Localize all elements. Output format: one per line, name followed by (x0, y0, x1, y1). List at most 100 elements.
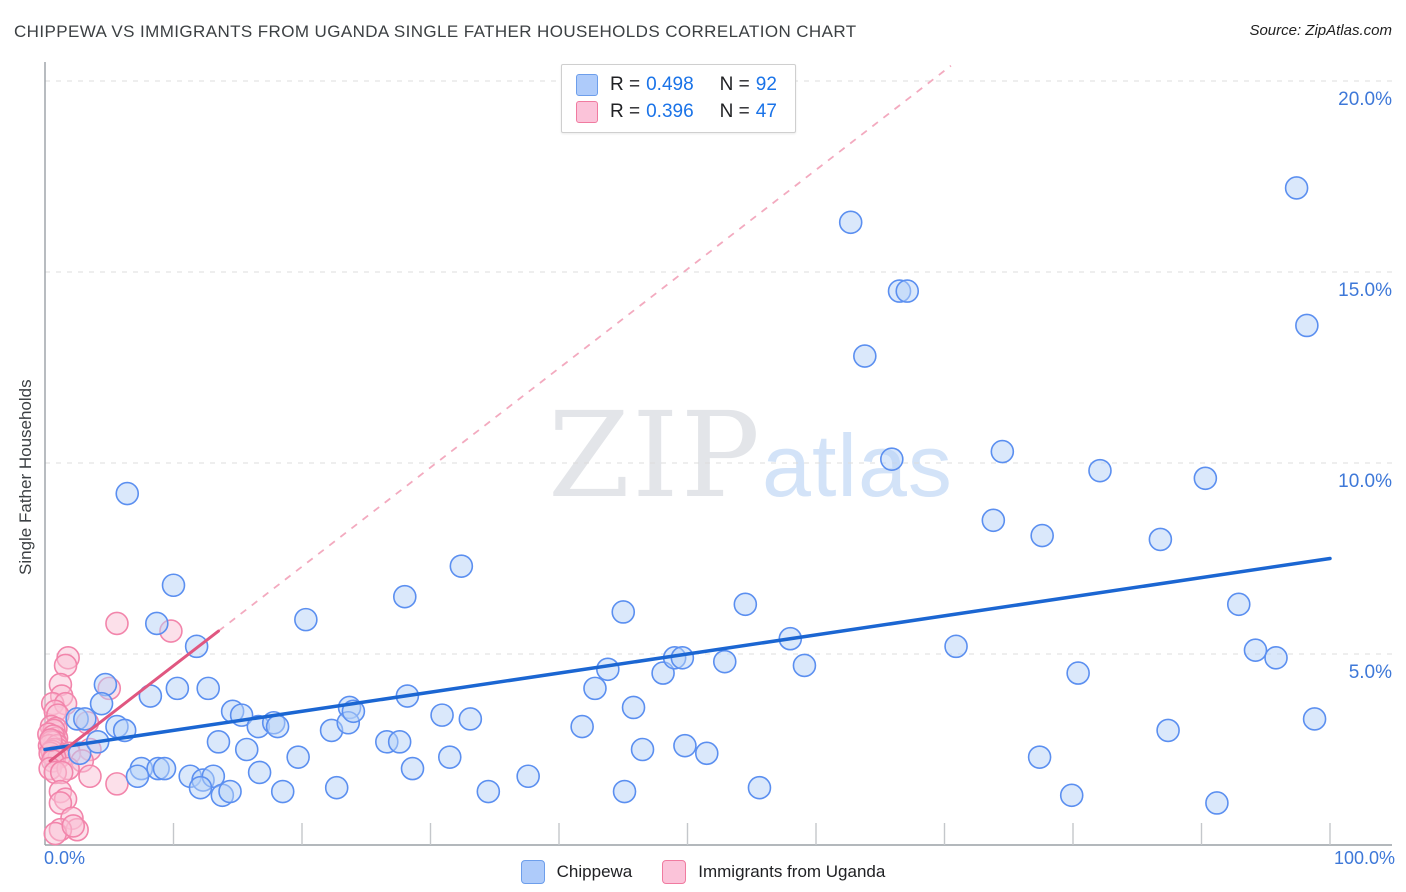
scatter-point-chippewa (265, 714, 290, 739)
scatter-point-immigrants-from-uganda (105, 772, 129, 796)
scatter-point-chippewa (392, 584, 417, 609)
scatter-point-immigrants-from-uganda (38, 728, 63, 752)
scatter-point-chippewa (630, 737, 655, 762)
correlation-legend-box: R = 0.498 N = 92 R = 0.396 N = 47 (561, 64, 796, 133)
scatter-point-chippewa (196, 676, 220, 701)
scatter-point-chippewa (1284, 176, 1309, 200)
scatter-point-chippewa (73, 707, 97, 731)
scatter-point-chippewa (712, 649, 737, 674)
scatter-point-immigrants-from-uganda (61, 814, 86, 838)
scatter-point-chippewa (612, 779, 637, 804)
scatter-point-chippewa (458, 707, 483, 731)
scatter-point-chippewa (286, 745, 310, 769)
scatter-point-chippewa (400, 756, 425, 781)
scatter-point-chippewa (218, 779, 242, 804)
series-legend: Chippewa Immigrants from Uganda (0, 860, 1406, 884)
r-value: 0.498 (646, 74, 694, 95)
legend-item-chippewa: Chippewa (520, 860, 633, 884)
n-value: 92 (755, 74, 777, 95)
trend-line (48, 629, 220, 763)
scatter-point-chippewa (270, 779, 295, 804)
scatter-point-chippewa (476, 779, 501, 804)
scatter-point-chippewa (1193, 466, 1218, 491)
scatter-point-chippewa (1226, 592, 1251, 617)
scatter-point-chippewa (1156, 718, 1180, 743)
scatter-point-chippewa (1302, 707, 1327, 731)
scatter-point-chippewa (387, 730, 412, 754)
scatter-point-chippewa (516, 764, 540, 789)
trend-line-dashed (217, 65, 952, 632)
scatter-point-chippewa (670, 646, 695, 670)
scatter-point-chippewa (430, 703, 454, 727)
scatter-point-immigrants-from-uganda (105, 611, 129, 636)
scatter-point-chippewa (437, 745, 462, 769)
scatter-point-chippewa (1264, 646, 1288, 670)
scatter-point-immigrants-from-uganda (78, 764, 102, 789)
scatter-point-chippewa (694, 741, 719, 766)
zipatlas-watermark: ZIP atlas (548, 386, 953, 524)
scatter-point-chippewa (449, 554, 474, 578)
scatter-point-chippewa (1205, 791, 1229, 815)
scatter-point-chippewa (89, 691, 114, 716)
scatter-point-chippewa (1148, 527, 1173, 552)
page-title: CHIPPEWA VS IMMIGRANTS FROM UGANDA SINGL… (14, 22, 857, 41)
scatter-point-chippewa (152, 756, 177, 781)
source-label: Source: ZipAtlas.com (1249, 22, 1392, 39)
y-tick-label: 5.0% (1349, 662, 1392, 683)
scatter-point-chippewa (1295, 313, 1319, 338)
trend-line (43, 556, 1332, 752)
scatter-point-chippewa (747, 775, 772, 800)
scatter-point-chippewa (838, 210, 863, 235)
scatter-point-chippewa (1027, 745, 1052, 769)
scatter-point-chippewa (596, 657, 620, 682)
chippewa-swatch-icon (576, 74, 598, 96)
r-label: R = (610, 101, 641, 122)
scatter-point-chippewa (247, 760, 272, 785)
uganda-legend-swatch-icon (662, 860, 687, 884)
scatter-point-chippewa (570, 714, 594, 739)
scatter-point-chippewa (115, 481, 140, 506)
scatter-point-chippewa (144, 611, 169, 636)
scatter-point-chippewa (234, 737, 259, 762)
y-tick-label: 10.0% (1338, 471, 1392, 492)
scatter-point-chippewa (188, 775, 213, 800)
scatter-point-chippewa (161, 573, 186, 598)
scatter-point-chippewa (125, 764, 150, 789)
r-label: R = (610, 74, 641, 95)
scatter-point-chippewa (1088, 458, 1112, 483)
scatter-point-chippewa (324, 775, 349, 800)
scatter-point-chippewa (294, 607, 318, 632)
r-value: 0.396 (646, 101, 694, 122)
scatter-point-chippewa (621, 695, 646, 720)
watermark-zip-text: ZIP (548, 386, 762, 524)
scatter-point-chippewa (1030, 523, 1054, 548)
scatter-point-chippewa (880, 447, 904, 471)
scatter-point-chippewa (673, 733, 697, 758)
watermark-atlas-text: atlas (762, 416, 953, 515)
scatter-point-chippewa (93, 672, 118, 697)
legend-item-label: Chippewa (556, 862, 633, 881)
x-axis-min-label: 0.0% (44, 848, 86, 868)
legend-item-label: Immigrants from Uganda (698, 862, 886, 881)
legend-row-uganda: R = 0.396 N = 47 (576, 101, 777, 123)
scatter-point-chippewa (1243, 638, 1268, 662)
scatter-point-chippewa (1066, 661, 1090, 685)
legend-row-chippewa: R = 0.498 N = 92 (576, 74, 777, 96)
scatter-point-chippewa (944, 634, 968, 659)
scatter-point-chippewa (981, 508, 1006, 533)
n-label: N = (719, 74, 750, 95)
scatter-point-chippewa (990, 439, 1015, 464)
y-tick-label: 15.0% (1338, 280, 1392, 301)
scatter-point-chippewa (611, 600, 636, 624)
chippewa-legend-swatch-icon (520, 860, 545, 884)
legend-item-uganda: Immigrants from Uganda (662, 860, 885, 884)
scatter-point-chippewa (206, 730, 231, 754)
scatter-point-chippewa (792, 653, 817, 678)
scatter-point-chippewa (895, 279, 920, 303)
x-axis-max-label: 100.0% (1333, 848, 1395, 868)
scatter-point-chippewa (733, 592, 758, 617)
y-tick-label: 20.0% (1338, 89, 1392, 110)
scatter-point-chippewa (165, 676, 190, 701)
